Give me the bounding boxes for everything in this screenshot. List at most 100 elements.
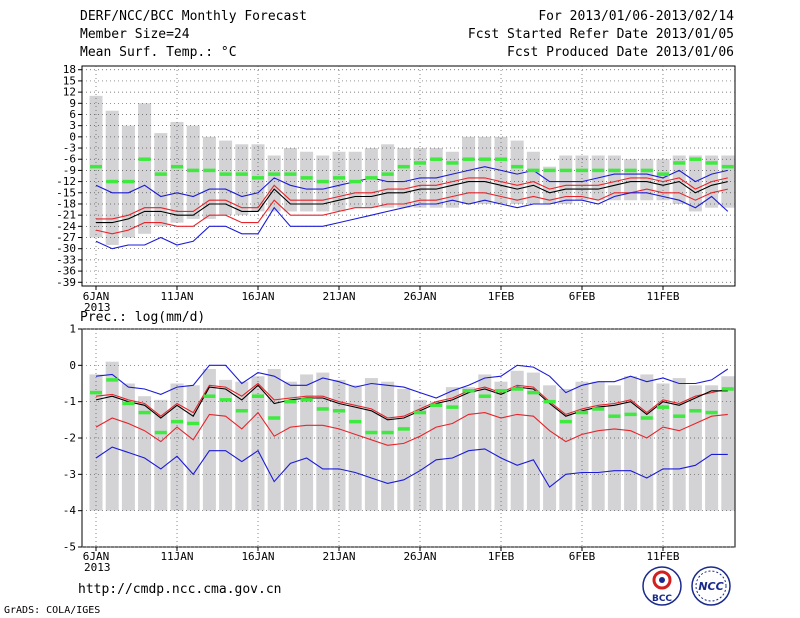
ytick-label-temp--33: -33 [56, 253, 76, 266]
bar-temp-26 [510, 140, 524, 204]
bar-prec-18 [381, 381, 395, 511]
bar-temp-12 [283, 148, 297, 212]
ytick-label-prec--3: -3 [63, 468, 76, 481]
ytick-label-temp-3: 3 [69, 119, 76, 132]
bar-temp-36 [672, 155, 686, 204]
bar-temp-19 [397, 148, 411, 208]
bar-temp-11 [267, 155, 281, 212]
ytick-label-temp-12: 12 [63, 86, 76, 99]
bar-prec-3 [138, 396, 152, 511]
bar-prec-8 [219, 379, 233, 511]
bar-prec-21 [429, 401, 443, 511]
ytick-label-temp--39: -39 [56, 276, 76, 289]
bar-temp-22 [445, 151, 459, 208]
bar-prec-19 [397, 388, 411, 511]
bar-temp-4 [154, 133, 168, 227]
bar-prec-6 [186, 385, 200, 511]
bar-prec-7 [202, 368, 216, 511]
ytick-label-temp--6: -6 [63, 153, 76, 166]
xtick-label-temp-4: 26JAN [403, 290, 436, 303]
xtick-label-temp-2: 16JAN [241, 290, 274, 303]
bar-temp-32 [607, 155, 621, 201]
ncc-logo-text: NCC [698, 580, 723, 593]
ytick-label-temp-15: 15 [63, 74, 76, 87]
ytick-label-temp-9: 9 [69, 97, 76, 110]
bar-temp-35 [656, 159, 670, 201]
forecast-period: For 2013/01/06-2013/02/14 [538, 9, 734, 24]
xtick-label-prec-4: 26JAN [403, 550, 436, 563]
series-prec-upper [95, 382, 728, 419]
xtick-label-prec-6: 6FEB [569, 550, 596, 563]
bar-prec-14 [316, 372, 330, 511]
series-temp-min [95, 192, 729, 250]
bar-prec-22 [445, 387, 459, 511]
bar-temp-24 [478, 136, 492, 204]
bar-prec-25 [494, 381, 508, 511]
bar-prec-9 [235, 381, 249, 511]
member-size: Member Size=24 [80, 27, 190, 42]
variable-label: Mean Surf. Temp.: °C [80, 45, 237, 60]
ytick-label-temp--9: -9 [63, 164, 76, 177]
xtick-label-temp-3: 21JAN [322, 290, 355, 303]
xtick-label-prec-5: 1FEB [488, 550, 515, 563]
xtick-label-temp-0: 6JAN [83, 290, 110, 303]
ytick-label-temp--24: -24 [56, 220, 76, 233]
xtick-label-prec-3: 21JAN [322, 550, 355, 563]
ytick-label-temp--30: -30 [56, 242, 76, 255]
xtick-label-temp-6: 6FEB [569, 290, 596, 303]
bar-temp-6 [186, 125, 200, 219]
bar-prec-28 [543, 385, 557, 511]
bar-prec-11 [267, 368, 281, 511]
bar-temp-7 [202, 136, 216, 219]
bar-temp-29 [559, 155, 573, 204]
series-temp-lower [95, 188, 728, 235]
xtick-label-prec-0: 6JAN [83, 550, 110, 563]
series-prec-mean [95, 384, 728, 421]
bar-temp-14 [316, 155, 330, 212]
series-temp-mean [96, 181, 728, 224]
series-prec-min [95, 446, 728, 488]
bar-prec-4 [154, 399, 168, 511]
bar-temp-28 [543, 166, 557, 204]
bar-prec-13 [300, 374, 314, 511]
ytick-label-prec--4: -4 [63, 504, 77, 517]
series-prec-max [95, 364, 729, 399]
xtick-label-temp-5: 1FEB [488, 290, 515, 303]
ytick-label-temp--21: -21 [56, 209, 76, 222]
series-temp-upper [96, 177, 728, 220]
bar-prec-38 [705, 385, 719, 511]
xtick-label-prec-2: 16JAN [241, 550, 274, 563]
chart-title: DERF/NCC/BCC Monthly Forecast [80, 9, 307, 24]
bar-prec-35 [656, 383, 670, 511]
bar-prec-10 [251, 376, 265, 511]
bcc-logo: BCC [642, 566, 682, 606]
bar-prec-36 [672, 378, 686, 511]
bar-prec-26 [510, 370, 524, 511]
ytick-label-temp--15: -15 [56, 186, 76, 199]
bar-prec-20 [413, 399, 427, 511]
ytick-label-temp--36: -36 [56, 265, 76, 278]
panel-title-prec: Prec.: log(mm/d) [80, 310, 205, 325]
ytick-label-temp--12: -12 [56, 175, 76, 188]
bar-prec-16 [348, 385, 362, 511]
xtick-label-prec-7: 11FEB [646, 550, 679, 563]
bar-prec-23 [462, 387, 476, 511]
produced-date: Fcst Produced Date 2013/01/06 [507, 45, 734, 60]
bar-prec-12 [283, 381, 297, 511]
ytick-label-temp--3: -3 [63, 142, 76, 155]
xtick-year-prec: 2013 [84, 561, 111, 574]
bar-temp-3 [138, 103, 152, 234]
bcc-logo-text: BCC [652, 594, 672, 604]
source-url[interactable]: http://cmdp.ncc.cma.gov.cn [78, 582, 282, 597]
bar-prec-39 [721, 376, 735, 511]
ytick-label-temp-0: 0 [69, 130, 76, 143]
bar-prec-1 [105, 361, 119, 511]
bar-temp-39 [721, 155, 735, 208]
xtick-year-temp: 2013 [84, 301, 111, 314]
ytick-label-temp-6: 6 [69, 108, 76, 121]
xtick-label-temp-7: 11FEB [646, 290, 679, 303]
bar-temp-5 [170, 121, 184, 223]
bar-prec-24 [478, 374, 492, 511]
bar-temp-16 [348, 151, 362, 208]
